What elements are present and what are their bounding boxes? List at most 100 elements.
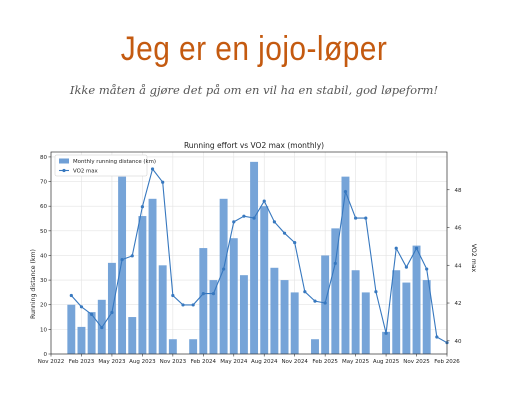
vo2-line — [70, 167, 448, 344]
bar — [402, 282, 411, 354]
vo2-point — [333, 261, 337, 265]
bar — [229, 238, 238, 354]
bar — [311, 339, 319, 354]
x-tick-label: Nov 2025 — [403, 359, 430, 365]
y2-tick-label: 40 — [455, 339, 462, 345]
y-axis-label: Running distance (km) — [30, 249, 37, 319]
bar — [168, 339, 177, 354]
bar — [250, 161, 259, 354]
bar — [87, 312, 96, 354]
y-tick-label: 40 — [40, 253, 47, 259]
bar — [77, 326, 86, 354]
vo2-point — [364, 216, 368, 220]
chart-container: Running effort vs VO2 max (monthly) 0 10 2… — [28, 138, 480, 379]
y-tick-label: 10 — [40, 327, 47, 333]
legend-line-marker — [62, 168, 66, 173]
legend-bar-swatch — [59, 158, 69, 164]
x-tick-label: Feb 2025 — [312, 359, 338, 365]
y2-tick-label: 46 — [455, 226, 462, 232]
plot-frame — [50, 151, 448, 355]
bar — [290, 292, 299, 354]
bar — [260, 206, 269, 354]
vo2-point — [313, 299, 317, 303]
vo2-point — [69, 293, 73, 298]
vo2-point — [394, 246, 398, 250]
vo2-point — [293, 241, 297, 245]
vo2-point — [303, 290, 307, 294]
x-tick-label: May 2023 — [98, 359, 126, 365]
vo2-point — [435, 335, 439, 339]
x-tick-label: May 2024 — [220, 359, 248, 365]
x-tick-label: Aug 2024 — [251, 359, 278, 365]
vo2-point — [191, 303, 195, 307]
bar — [138, 216, 147, 354]
vo2-point — [150, 167, 155, 171]
vo2-point — [354, 216, 358, 220]
bar — [107, 262, 116, 354]
bar — [321, 255, 330, 354]
vo2-point — [181, 303, 185, 307]
bar — [158, 265, 167, 354]
y-tick-label: 30 — [40, 278, 47, 284]
vo2-point — [161, 180, 165, 184]
bar — [67, 304, 76, 354]
x-tick-label: Nov 2023 — [160, 359, 187, 365]
bar — [422, 280, 431, 354]
bar — [270, 267, 279, 354]
vo2-point — [242, 214, 246, 218]
bar — [199, 248, 208, 354]
bar — [361, 292, 370, 354]
chart-title: Running effort vs VO2 max (monthly) — [184, 141, 324, 150]
x-tick-label: May 2025 — [342, 359, 370, 365]
y-tick-label: 80 — [40, 155, 47, 161]
bar — [331, 228, 340, 354]
vo2-point — [140, 205, 144, 209]
vo2-point — [252, 216, 256, 220]
bar — [341, 176, 350, 354]
x-tick-label: Nov 2022 — [38, 359, 64, 365]
bar — [189, 339, 198, 354]
vo2-point — [232, 220, 236, 224]
y2-tick-label: 48 — [455, 188, 462, 194]
y-tick-label: 0 — [44, 352, 48, 358]
y2-axis-label: VO2 max — [470, 244, 477, 273]
bar — [148, 198, 157, 354]
vo2-point — [171, 293, 175, 298]
vo2-point — [272, 220, 276, 224]
bar — [219, 198, 228, 354]
vo2-point — [425, 267, 429, 271]
legend-box — [54, 154, 148, 177]
vo2-point — [222, 267, 226, 271]
vo2-point — [120, 258, 124, 262]
x-tick-label: Nov 2024 — [281, 359, 308, 365]
x-tick-label: Aug 2025 — [373, 359, 400, 365]
vo2-point — [90, 312, 94, 316]
y-tick-label: 60 — [40, 204, 47, 210]
vo2-point — [374, 290, 378, 294]
bar — [209, 280, 218, 354]
bar — [412, 245, 421, 354]
vo2-point — [130, 254, 134, 258]
y2-tick-label: 42 — [455, 301, 462, 307]
y-tick-label: 70 — [40, 180, 47, 186]
page-subtitle: Ikke måten å gjøre det på om en vil ha e… — [69, 83, 439, 97]
bar — [118, 176, 127, 354]
y-tick-label: 50 — [40, 229, 47, 235]
y2-tick-label: 44 — [455, 263, 462, 269]
bar — [280, 280, 289, 354]
page-title: Jeg er en jojo-løper — [120, 30, 388, 68]
vo2-point — [211, 291, 216, 296]
vo2-point — [110, 310, 114, 315]
bar — [239, 275, 248, 354]
vo2-point — [343, 190, 348, 194]
chart-svg: Running effort vs VO2 max (monthly) 0 10 2… — [28, 138, 480, 374]
bar — [392, 270, 401, 354]
y-tick-label: 20 — [40, 303, 47, 309]
vo2-point — [201, 291, 205, 296]
vo2-point — [79, 305, 84, 309]
x-tick-label: Aug 2023 — [129, 359, 156, 365]
vo2-point — [404, 265, 408, 269]
vo2-point — [100, 325, 104, 330]
vo2-point — [282, 231, 287, 235]
vo2-point — [414, 246, 419, 250]
